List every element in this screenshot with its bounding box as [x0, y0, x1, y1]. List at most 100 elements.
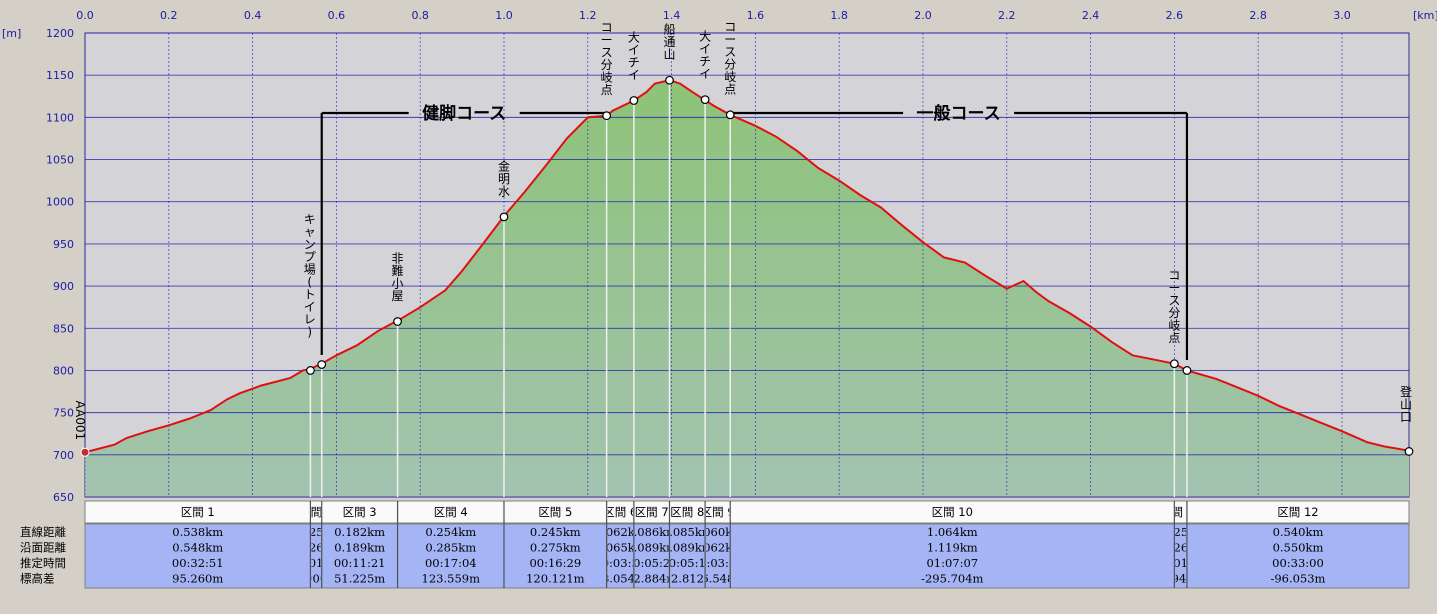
- waypoint-point: [393, 317, 402, 326]
- x-tick-label: 1.0: [495, 9, 513, 22]
- x-tick-label: 2.4: [1082, 9, 1100, 22]
- x-tick-label: 3.0: [1333, 9, 1351, 22]
- x-tick-label: 2.2: [998, 9, 1016, 22]
- table-cell: 120.121m: [526, 572, 585, 586]
- x-tick-label: 1.6: [747, 9, 765, 22]
- table-cell: -22.812m: [660, 572, 715, 586]
- table-segment-header: 区間 12: [1277, 505, 1318, 519]
- y-tick-label: 750: [53, 407, 74, 420]
- table-cell: 0.060km: [692, 525, 743, 539]
- table-cell: 0.182km: [334, 525, 385, 539]
- table-cell: 51.225m: [334, 572, 385, 586]
- table-cell: 0.275km: [530, 541, 581, 555]
- table-cell: 22.884m: [626, 572, 677, 586]
- x-tick-label: 1.2: [579, 9, 597, 22]
- table-segment-header: 区間 5: [538, 505, 572, 519]
- x-tick-label: 0.0: [76, 9, 94, 22]
- table-cell: 00:11:21: [334, 556, 386, 570]
- waypoint-point: [1169, 359, 1179, 369]
- x-tick-label: 0.6: [328, 9, 346, 22]
- table-cell: 0.086km: [626, 525, 677, 539]
- table-cell: 00:05:10: [661, 556, 713, 570]
- waypoint-label: 船通山: [663, 23, 675, 62]
- y-tick-label: 1100: [46, 111, 74, 124]
- waypoint-point: [629, 96, 639, 105]
- waypoint-label: 大イチイ: [699, 30, 711, 82]
- y-tick-label: 1000: [46, 196, 74, 209]
- y-tick-label: 1050: [46, 154, 74, 167]
- table-cell: 0.285km: [425, 541, 476, 555]
- table-cell: 0.025km: [1155, 525, 1206, 539]
- table-segment-header: 区間 3: [343, 505, 377, 519]
- table-cell: 0.548km: [172, 541, 223, 555]
- waypoint-label: 大イチイ: [628, 30, 640, 81]
- table-segment-header: 区間 1: [181, 505, 215, 519]
- waypoint-point: [700, 95, 710, 105]
- waypoint-label: AA001: [73, 400, 87, 440]
- x-axis-unit: [km]: [1413, 9, 1437, 22]
- y-tick-label: 700: [53, 449, 74, 462]
- table-cell: 0.000m: [294, 572, 338, 586]
- waypoint-point: [306, 366, 315, 375]
- table-body-bg: [84, 523, 1410, 589]
- waypoint-label: キャンプ場(トイレ): [304, 213, 316, 339]
- table-cell: 01:07:07: [926, 556, 978, 570]
- waypoint-point: [1404, 447, 1414, 456]
- table-segment-header: 区間 10: [932, 505, 973, 519]
- waypoint-label: コース分岐点: [724, 20, 736, 97]
- y-tick-label: 850: [53, 322, 74, 335]
- start-point: [80, 447, 90, 457]
- y-tick-label: 650: [53, 491, 74, 504]
- x-tick-label: 0.8: [411, 9, 429, 22]
- table-cell: 00:17:04: [425, 556, 477, 570]
- waypoint-point: [725, 110, 735, 120]
- table-cell: 0.085km: [662, 525, 713, 539]
- waypoint-point: [1182, 366, 1192, 375]
- table-cell: 0.189km: [334, 541, 385, 555]
- waypoint-point: [317, 360, 327, 369]
- table-cell: 00:16:29: [529, 556, 581, 570]
- x-tick-label: 0.2: [160, 9, 178, 22]
- x-tick-label: 1.8: [830, 9, 848, 22]
- table-cell: 0.550km: [1273, 541, 1324, 555]
- elevation-area: [85, 80, 1409, 497]
- waypoint-label: コース分岐点: [601, 21, 613, 98]
- table-cell: 00:33:00: [1272, 556, 1324, 570]
- waypoint-point: [602, 111, 612, 121]
- course-label: 一般コース: [917, 103, 1001, 124]
- x-tick-label: 0.4: [244, 9, 262, 22]
- table-cell: 0.254km: [425, 525, 476, 539]
- table-cell: 0.062km: [692, 541, 743, 555]
- table-row-label: 標高差: [20, 572, 55, 586]
- table-cell: 0.026km: [1155, 541, 1206, 555]
- table-segment-header: 区間 6: [603, 505, 637, 519]
- table-row-label: 沿面距離: [20, 541, 66, 555]
- waypoint-label: 登山口: [1400, 384, 1412, 424]
- table-row-label: 直線距離: [20, 525, 66, 539]
- table-cell: -96.053m: [1270, 572, 1325, 586]
- x-tick-label: 2.6: [1166, 9, 1184, 22]
- table-cell: 0.245km: [530, 525, 581, 539]
- table-cell: 00:03:54: [594, 556, 646, 570]
- table-cell: 0.538km: [172, 525, 223, 539]
- waypoint-label: 非難小屋: [392, 252, 404, 304]
- table-cell: 00:01:30: [290, 556, 342, 570]
- table-cell: 18.054m: [595, 572, 646, 586]
- table-segment-header: 区間 7: [635, 505, 669, 519]
- y-tick-label: 1150: [46, 69, 74, 82]
- table-cell: 123.559m: [422, 572, 481, 586]
- y-tick-label: 900: [53, 280, 74, 293]
- table-cell: 0.089km: [626, 541, 677, 555]
- table-cell: 00:32:51: [172, 556, 224, 570]
- table-segment-header: 区間 9: [701, 505, 735, 519]
- table-cell: 00:01:34: [1155, 556, 1207, 570]
- x-tick-label: 2.8: [1249, 9, 1267, 22]
